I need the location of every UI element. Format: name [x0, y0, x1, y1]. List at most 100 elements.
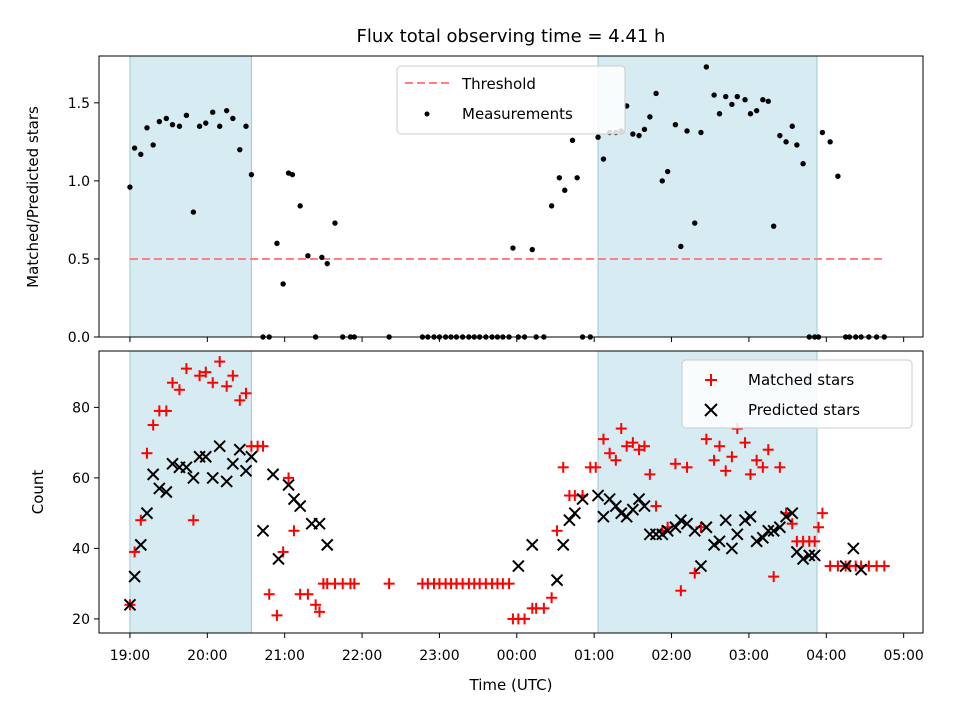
- predicted-star-point: [731, 528, 744, 541]
- measurement-point: [176, 123, 183, 129]
- predicted-star-point: [688, 524, 701, 537]
- predicted-star-point: [738, 513, 752, 527]
- matched-star-point: [816, 507, 828, 519]
- predicted-star-point: [123, 598, 137, 612]
- measurement-point: [716, 111, 723, 117]
- measurement-point: [789, 123, 795, 129]
- top-y-axis-label: Matched/Predicted stars: [24, 106, 42, 288]
- measurement-point: [556, 175, 563, 181]
- predicted-star-point: [282, 478, 295, 492]
- matched-star-point: [557, 461, 569, 473]
- measurement-point: [800, 161, 806, 167]
- matched-star-point: [621, 440, 633, 452]
- matched-star-point: [271, 609, 283, 621]
- matched-star-point: [160, 405, 172, 417]
- matched-star-point: [302, 588, 314, 600]
- legend-measurements-swatch: [424, 111, 430, 117]
- top-panel: Flux total observing time = 4.41 h 0.0 0.…: [24, 26, 924, 346]
- x-tick-label: 21:00: [265, 648, 305, 664]
- matched-star-point: [720, 465, 732, 477]
- legend-predicted-label: Predicted stars: [748, 401, 860, 419]
- matched-star-point: [813, 521, 825, 533]
- bottom-legend-box: [681, 359, 913, 429]
- matched-star-point: [310, 599, 322, 611]
- measurement-point: [703, 64, 710, 70]
- predicted-star-point: [808, 549, 821, 562]
- matched-star-point: [551, 525, 563, 537]
- matched-star-point: [383, 578, 395, 590]
- chart-title: Flux total observing time = 4.41 h: [357, 26, 666, 47]
- matched-star-point: [257, 440, 269, 452]
- predicted-star-point: [694, 559, 708, 573]
- measurement-point: [711, 92, 717, 98]
- measurement-point: [248, 171, 255, 178]
- matched-star-point: [762, 444, 774, 456]
- measurement-point: [574, 175, 580, 181]
- matched-star-point: [650, 500, 662, 512]
- measurement-point: [289, 171, 296, 178]
- measurement-point: [131, 145, 138, 151]
- predicted-star-point: [669, 521, 682, 534]
- x-tick-label: 01:00: [574, 648, 614, 664]
- predicted-star-point: [153, 482, 166, 495]
- matched-star-point: [744, 468, 756, 480]
- matched-star-point: [314, 606, 326, 618]
- top-legend: Threshold Measurements: [396, 65, 626, 135]
- measurement-point: [777, 132, 783, 139]
- matched-star-point: [774, 461, 786, 473]
- predicted-star-point: [134, 538, 147, 552]
- matched-star-point: [644, 468, 656, 480]
- matched-star-point: [590, 461, 602, 473]
- measurement-point: [144, 125, 150, 131]
- legend-matched-swatch: [705, 374, 717, 386]
- predicted-star-point: [744, 510, 757, 523]
- matched-star-point: [714, 440, 726, 452]
- predicted-star-point: [313, 517, 326, 530]
- matched-star-point: [167, 377, 179, 389]
- measurement-point: [230, 115, 236, 122]
- matched-star-point: [141, 447, 153, 459]
- predicted-star-point: [233, 443, 247, 456]
- measurement-point: [243, 123, 249, 129]
- measurement-point: [742, 97, 748, 103]
- matched-star-point: [546, 592, 558, 604]
- predicted-star-point: [719, 513, 732, 527]
- measurement-point: [672, 121, 679, 128]
- predicted-star-point: [725, 542, 739, 555]
- measurement-point: [760, 97, 766, 103]
- matched-star-point: [180, 363, 192, 375]
- predicted-star-point: [847, 542, 860, 555]
- measurement-point: [783, 139, 789, 145]
- measurement-point: [548, 203, 555, 209]
- x-tick-label: 22:00: [342, 648, 382, 664]
- predicted-star-point: [661, 524, 674, 537]
- matched-star-point: [638, 440, 650, 452]
- measurement-point: [647, 114, 653, 120]
- matched-star-point: [288, 525, 300, 537]
- matched-star-point: [681, 461, 693, 473]
- measurement-point: [770, 223, 777, 229]
- predicted-star-point: [199, 450, 212, 463]
- matched-star-point: [627, 437, 639, 449]
- measurement-point: [203, 120, 209, 126]
- predicted-star-point: [146, 468, 160, 481]
- x-tick-label: 20:00: [187, 648, 227, 664]
- bottom-y-axis-label: Count: [29, 470, 47, 515]
- bottom-shaded-window: [129, 350, 252, 634]
- matched-star-point: [227, 370, 239, 382]
- legend-measurements-label: Measurements: [462, 105, 573, 123]
- predicted-star-point: [206, 471, 219, 485]
- x-tick-label: 02:00: [651, 648, 691, 664]
- predicted-star-point: [563, 513, 576, 527]
- legend-predicted-swatch: [704, 403, 718, 417]
- matched-star-point: [809, 535, 821, 547]
- predicted-star-point: [803, 549, 816, 562]
- predicted-star-point: [512, 559, 525, 573]
- predicted-star-point: [707, 538, 721, 552]
- measurement-point: [636, 132, 642, 139]
- predicted-star-point: [796, 552, 810, 566]
- measurement-point: [819, 129, 826, 136]
- measurement-point: [324, 260, 330, 267]
- matched-star-point: [675, 585, 687, 597]
